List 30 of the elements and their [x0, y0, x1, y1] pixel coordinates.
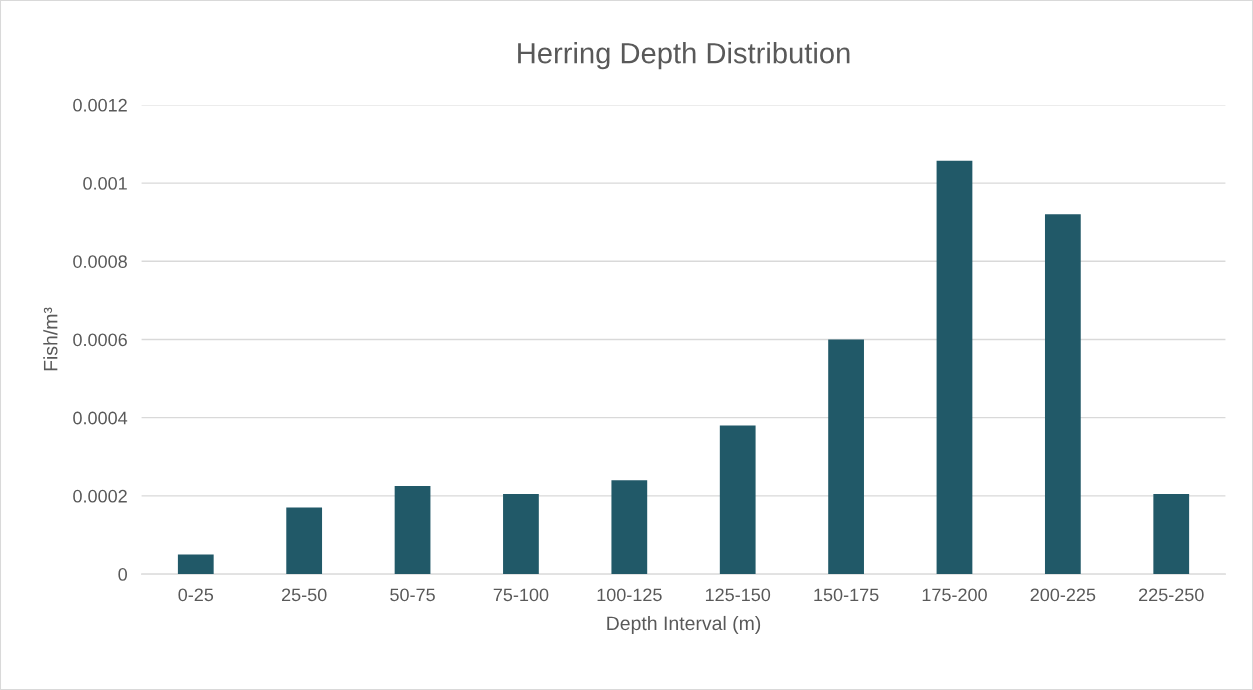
bar [1153, 493, 1190, 575]
x-tick-label: 0-25 [178, 588, 214, 602]
y-tick-label: 0.0004 [73, 411, 128, 425]
bar [177, 554, 214, 575]
x-tick-label: 200-225 [1030, 588, 1096, 602]
y-tick-label: 0.0002 [73, 489, 127, 503]
x-tick-label: 175-200 [922, 588, 987, 602]
x-tick-label: 50-75 [390, 588, 435, 602]
x-tick-label: 75-100 [493, 588, 549, 602]
y-tick-label: 0.0012 [73, 98, 127, 112]
x-axis-title: Depth Interval (m) [607, 615, 761, 635]
chart-title: Herring Depth Distribution [518, 42, 850, 70]
bar [611, 480, 648, 575]
bar [719, 425, 756, 575]
x-tick-label: 125-150 [705, 588, 771, 602]
y-tick-label: 0.0006 [73, 333, 127, 347]
y-tick-label: 0 [118, 568, 127, 581]
x-tick-label: 25-50 [281, 588, 327, 602]
x-tick-label: 225-250 [1139, 588, 1204, 602]
bar [1044, 214, 1081, 575]
bar [828, 339, 864, 575]
bar [936, 160, 973, 575]
y-tick-label: 0.0008 [73, 255, 127, 268]
bar [503, 493, 539, 575]
bar [286, 507, 323, 575]
bar [394, 486, 431, 575]
x-tick-label: 100-125 [597, 588, 662, 602]
x-tick-label: 150-175 [814, 588, 879, 602]
y-axis-title: Fish/m³ [43, 307, 58, 371]
y-tick-label: 0.001 [83, 177, 127, 190]
